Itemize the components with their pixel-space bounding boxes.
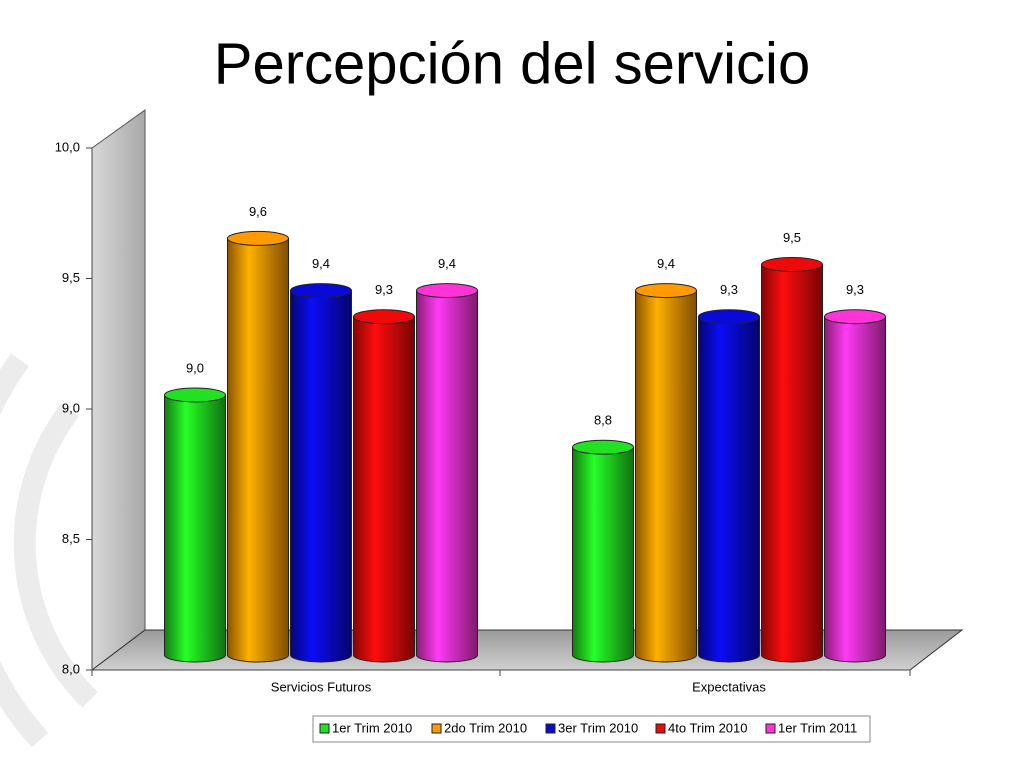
legend-swatch xyxy=(765,723,776,734)
value-label: 9,5 xyxy=(783,230,801,245)
bar-top xyxy=(290,283,352,299)
bar xyxy=(635,290,697,655)
legend-label: 2do Trim 2010 xyxy=(444,720,527,735)
bar xyxy=(353,316,415,655)
value-label: 8,8 xyxy=(594,413,612,428)
bar-top xyxy=(416,283,478,299)
bar xyxy=(572,447,634,655)
bar-top xyxy=(761,257,823,272)
bar-top xyxy=(635,283,697,299)
bar xyxy=(761,264,823,655)
bar xyxy=(290,290,352,655)
legend-swatch xyxy=(545,723,556,734)
legend-swatch xyxy=(431,723,442,734)
value-label: 9,0 xyxy=(186,360,204,375)
bar-top xyxy=(698,309,760,325)
legend-label: 1er Trim 2011 xyxy=(778,720,857,735)
legend xyxy=(312,715,871,743)
y-tick-label: 8,5 xyxy=(62,531,80,546)
value-label: 9,3 xyxy=(375,282,393,297)
bar xyxy=(164,395,226,655)
y-tick-label: 8,0 xyxy=(62,661,80,676)
watermark xyxy=(0,353,98,748)
chart-title: Percepción del servicio xyxy=(214,31,810,96)
y-tick-label: 10,0 xyxy=(55,139,80,154)
legend-label: 3er Trim 2010 xyxy=(558,720,638,735)
legend-label: 4to Trim 2010 xyxy=(668,720,748,735)
value-label: 9,3 xyxy=(846,282,864,297)
bar-top xyxy=(164,387,226,403)
value-label: 9,6 xyxy=(249,204,267,219)
y-tick-label: 9,5 xyxy=(62,270,80,285)
legend-swatch xyxy=(655,723,666,734)
value-label: 9,3 xyxy=(720,282,738,297)
value-label: 9,4 xyxy=(438,256,456,271)
legend-label: 1er Trim 2010 xyxy=(332,720,412,735)
bar-top xyxy=(353,309,415,325)
bar-top xyxy=(572,439,634,455)
bar-top xyxy=(227,230,289,246)
watermark-arc xyxy=(0,353,49,748)
bar xyxy=(824,316,886,655)
value-label: 9,4 xyxy=(312,256,330,271)
bar xyxy=(698,316,760,655)
bar-top xyxy=(824,309,886,325)
y-tick-label: 9,0 xyxy=(62,400,80,415)
bar xyxy=(227,238,289,655)
x-tick-label: Expectativas xyxy=(692,679,766,694)
back-wall xyxy=(91,109,146,672)
bar xyxy=(416,290,478,655)
legend-swatch xyxy=(319,723,330,734)
watermark-arc xyxy=(13,403,98,708)
value-label: 9,4 xyxy=(657,256,675,271)
x-tick-label: Servicios Futuros xyxy=(271,679,372,694)
